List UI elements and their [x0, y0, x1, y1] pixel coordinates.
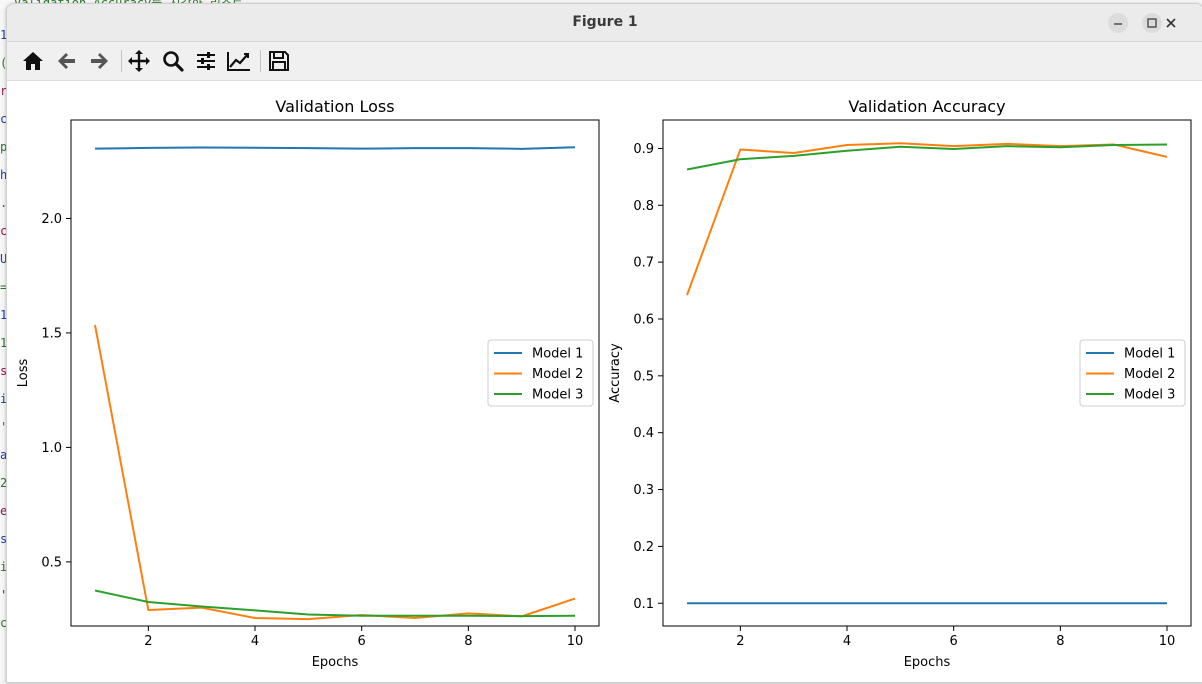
minimize-button[interactable]	[1108, 13, 1128, 33]
figure-canvas[interactable]: Validation Loss 2 4 6 8 10 0.5 1.0 1.5 2.0 Epochs L…	[7, 81, 1202, 681]
y-tick-label: 0.2	[633, 540, 654, 555]
edit-axis-button[interactable]	[225, 47, 253, 75]
floppy-disk-icon	[269, 51, 289, 71]
series-line-model-3	[94, 589, 576, 618]
background-margin-char: U	[0, 252, 8, 266]
background-margin-char: .	[0, 196, 8, 210]
background-margin-char: 2	[0, 476, 8, 490]
x-tick-label: 10	[567, 634, 584, 649]
y-tick-label: 0.9	[633, 142, 654, 157]
background-margin-char: s	[0, 532, 8, 546]
y-tick-label: 1.0	[41, 441, 62, 456]
loss-chart: Validation Loss 2 4 6 8 10 0.5 1.0 1.5 2.0 Epochs L…	[16, 97, 600, 670]
background-margin-char: 1	[0, 28, 8, 42]
maximize-button[interactable]	[1142, 13, 1162, 33]
y-tick-label: 0.6	[633, 312, 654, 327]
x-tick-label: 6	[358, 634, 366, 649]
background-margin-char: '	[0, 420, 8, 434]
background-margin-char: (	[0, 56, 8, 70]
x-tick-label: 6	[950, 634, 958, 649]
home-icon	[23, 52, 43, 70]
toolbar	[7, 42, 1202, 81]
toolbar-separator	[121, 50, 122, 72]
background-margin-char: 1	[0, 308, 8, 322]
background-margin-char: 1	[0, 336, 8, 350]
zoom-button[interactable]	[159, 47, 187, 75]
magnifier-icon	[163, 51, 184, 72]
x-axis-label: Epochs	[312, 655, 359, 670]
close-icon	[1166, 18, 1176, 28]
back-button[interactable]	[53, 47, 81, 75]
background-margin-char: p	[0, 140, 8, 154]
legend-label: Model 1	[1124, 347, 1175, 362]
y-tick-label: 0.1	[633, 597, 654, 612]
legend-label: Model 3	[532, 388, 583, 403]
arrow-left-icon	[58, 53, 75, 69]
background-margin-char: i	[0, 560, 8, 574]
save-button[interactable]	[265, 47, 293, 75]
y-axis-label: Accuracy	[608, 343, 623, 403]
series-line-model-1	[94, 146, 576, 150]
background-margin-char: a	[0, 448, 8, 462]
pan-button[interactable]	[125, 47, 153, 75]
x-tick-label: 8	[1056, 634, 1064, 649]
y-tick-label: 0.4	[633, 426, 654, 441]
y-tick-label: 0.5	[633, 369, 654, 384]
chart-title: Validation Loss	[275, 97, 394, 116]
background-margin-char: s	[0, 364, 8, 378]
legend-box	[1079, 339, 1186, 407]
legend-label: Model 3	[1124, 388, 1175, 403]
accuracy-chart: Validation Accuracy 2 4 6 8 10 0.1 0.2 0.3 0.4 0.5…	[608, 97, 1192, 670]
y-tick-label: 0.8	[633, 199, 654, 214]
x-tick-label: 2	[736, 634, 744, 649]
sliders-icon	[197, 52, 215, 70]
arrow-right-icon	[91, 53, 108, 69]
forward-button[interactable]	[85, 47, 113, 75]
background-margin-char: c	[0, 112, 8, 126]
toolbar-separator	[260, 50, 261, 72]
legend-label: Model 2	[532, 367, 583, 382]
y-axis-label: Loss	[16, 359, 31, 388]
x-tick-label: 10	[1159, 634, 1176, 649]
chart-title: Validation Accuracy	[848, 97, 1005, 116]
legend-box	[487, 339, 594, 407]
configure-subplots-button[interactable]	[192, 47, 220, 75]
background-margin-char: c	[0, 616, 8, 630]
x-axis-label: Epochs	[904, 655, 951, 670]
legend: Model 1 Model 2 Model 3	[1079, 339, 1186, 407]
background-margin-char: '	[0, 588, 8, 602]
figure-window: Figure 1	[6, 3, 1202, 683]
home-button[interactable]	[19, 47, 47, 75]
background-margin-char: =	[0, 280, 8, 294]
y-tick-label: 0.5	[41, 555, 62, 570]
legend: Model 1 Model 2 Model 3	[487, 339, 594, 407]
legend-label: Model 2	[1124, 367, 1175, 382]
y-tick-label: 0.7	[633, 256, 654, 271]
series-line-model-2	[94, 324, 576, 621]
y-tick-label: 2.0	[41, 212, 62, 227]
background-margin-char: e	[0, 504, 8, 518]
legend-label: Model 1	[532, 347, 583, 362]
axes-frame	[70, 119, 600, 627]
background-margin-char: r	[0, 84, 8, 98]
maximize-icon	[1147, 18, 1157, 28]
line-chart-icon	[227, 52, 250, 71]
background-margin-char: i	[0, 392, 8, 406]
minimize-icon	[1114, 23, 1122, 25]
y-tick-label: 0.3	[633, 483, 654, 498]
series-line-model-3	[686, 143, 1168, 171]
background-margin-char: h	[0, 168, 8, 182]
x-tick-label: 2	[144, 634, 152, 649]
axes-frame	[662, 119, 1192, 627]
x-tick-label: 4	[251, 634, 259, 649]
background-margin-char: c	[0, 224, 8, 238]
title-bar[interactable]: Figure 1	[7, 4, 1202, 42]
move-icon	[128, 50, 150, 72]
close-button[interactable]	[1161, 13, 1181, 33]
x-tick-label: 8	[464, 634, 472, 649]
x-tick-label: 4	[843, 634, 851, 649]
y-tick-label: 1.5	[41, 326, 62, 341]
window-title: Figure 1	[572, 14, 638, 30]
